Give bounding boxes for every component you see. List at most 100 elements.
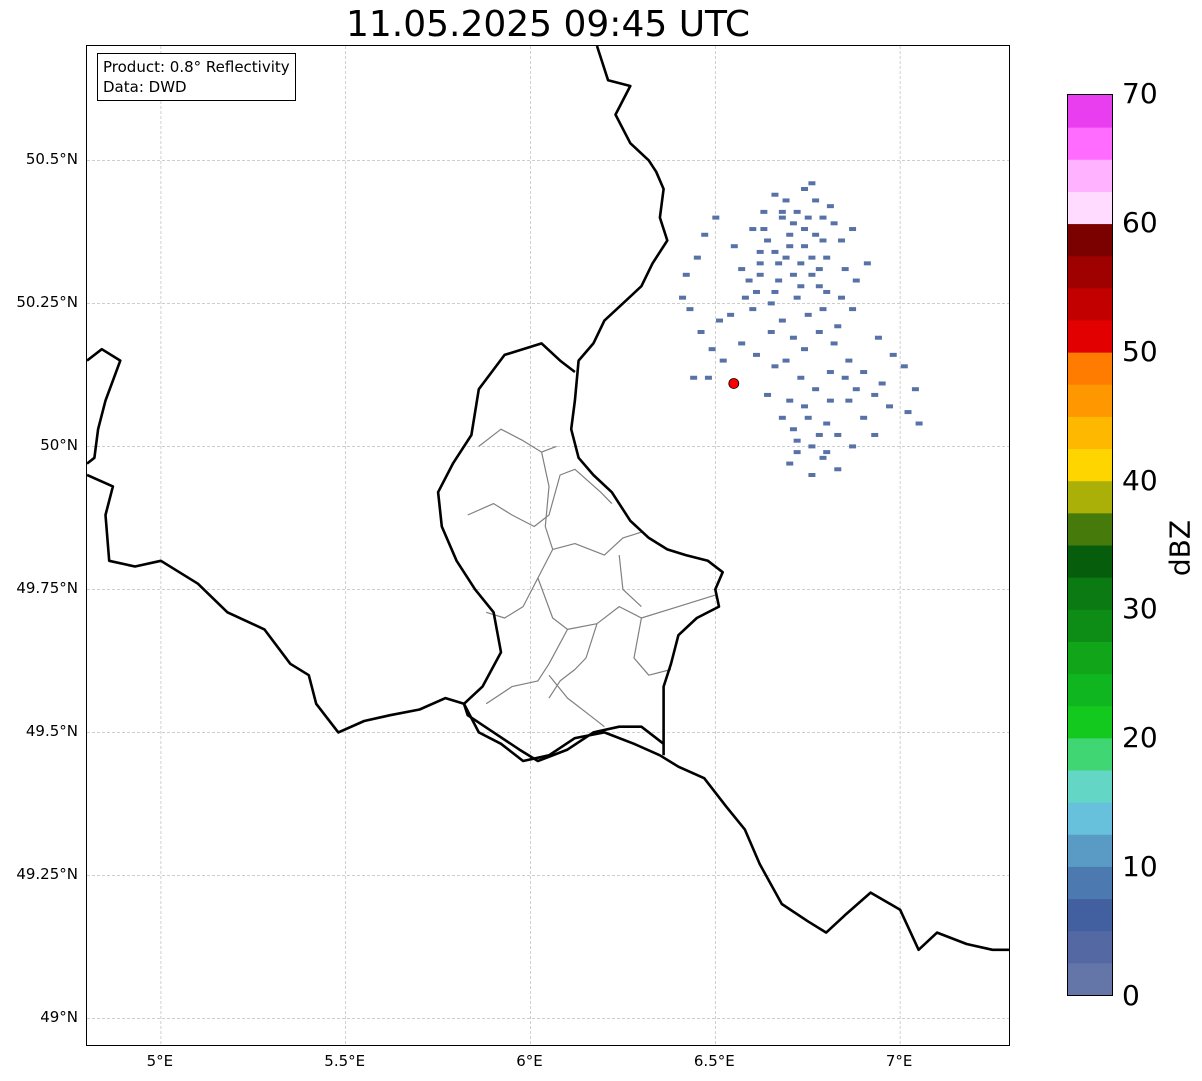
radar-echo	[760, 227, 768, 232]
data-source-label: Data: DWD	[103, 78, 187, 96]
radar-echo	[834, 467, 842, 472]
national-border	[569, 46, 725, 756]
radar-echo	[797, 261, 805, 266]
lon-tick-label: 5°E	[146, 1052, 174, 1070]
radar-echo	[915, 421, 923, 426]
radar-echo	[767, 330, 775, 334]
regional-border	[548, 623, 598, 699]
colorbar-swatch	[1068, 802, 1112, 835]
radar-echo	[826, 370, 834, 375]
radar-echo	[845, 398, 853, 403]
radar-echo	[815, 267, 823, 272]
radar-echo	[852, 278, 860, 283]
regional-border	[478, 428, 557, 453]
colorbar-swatch	[1068, 416, 1112, 450]
radar-echo	[886, 404, 894, 409]
radar-echo	[808, 444, 816, 449]
radar-echo	[834, 324, 842, 329]
national-border	[87, 347, 122, 465]
regional-border	[618, 555, 642, 608]
radar-echo	[789, 221, 797, 226]
lat-tick-label: 49.75°N	[16, 579, 78, 598]
radar-echo	[900, 364, 908, 369]
radar-echo	[904, 410, 912, 415]
colorbar-tick-label: 40	[1122, 463, 1158, 497]
radar-echo	[764, 238, 772, 243]
radar-echo	[804, 415, 812, 420]
colorbar-swatch	[1068, 866, 1112, 900]
radar-echo	[871, 392, 879, 397]
radar-echo	[778, 215, 786, 220]
radar-echo	[786, 398, 794, 403]
lon-tick-label: 6°E	[516, 1052, 543, 1070]
radar-echo	[756, 249, 764, 254]
radar-echo	[826, 204, 834, 209]
radar-echo	[793, 438, 801, 443]
radar-echo	[830, 221, 838, 226]
radar-echo	[812, 232, 820, 237]
regional-border	[541, 451, 642, 556]
radar-map[interactable]	[86, 45, 1010, 1046]
radar-echo	[823, 421, 831, 426]
radar-echo	[693, 255, 701, 260]
colorbar-swatch	[1068, 320, 1112, 353]
lat-tick-label: 50.5°N	[25, 150, 78, 169]
radar-echo	[823, 289, 831, 294]
colorbar-swatch	[1068, 159, 1112, 192]
radar-echo	[826, 398, 834, 403]
radar-echo	[801, 404, 809, 409]
radar-echo	[771, 192, 779, 197]
radar-echo	[801, 347, 809, 352]
colorbar-swatch	[1068, 705, 1112, 739]
radar-echo	[812, 198, 820, 203]
lon-tick-label: 6.5°E	[693, 1052, 735, 1070]
radar-echo	[793, 209, 801, 214]
radar-echo	[782, 358, 790, 363]
radar-echo	[889, 352, 897, 357]
radar-echo	[845, 358, 853, 363]
radar-echo	[697, 330, 705, 334]
radar-echo	[786, 232, 794, 237]
radar-echo	[789, 272, 797, 277]
lat-tick-label: 50.25°N	[16, 293, 78, 312]
colorbar-tick-label: 70	[1122, 77, 1158, 110]
radar-echo	[704, 375, 712, 380]
lon-tick-label: 5.5°E	[324, 1052, 366, 1070]
radar-echo	[797, 284, 805, 289]
product-info-box: Product: 0.8° Reflectivity Data: DWD	[97, 53, 296, 101]
colorbar-swatch	[1068, 480, 1112, 514]
radar-echo	[849, 227, 857, 232]
radar-echo	[686, 307, 694, 312]
map-canvas	[87, 46, 1009, 1045]
colorbar-swatch	[1068, 127, 1112, 160]
colorbar-tick-label: 20	[1122, 721, 1158, 755]
radar-echo	[756, 272, 764, 277]
colorbar-swatch	[1068, 641, 1112, 675]
radar-echo	[819, 215, 827, 220]
radar-echo	[823, 450, 831, 455]
lat-tick-label: 50°N	[40, 436, 78, 455]
radar-echo	[789, 335, 797, 340]
radar-echo	[797, 375, 805, 380]
regional-border	[633, 617, 672, 676]
colorbar-swatch	[1068, 737, 1112, 771]
colorbar-swatch	[1068, 962, 1112, 995]
colorbar-tick-label: 50	[1122, 334, 1158, 368]
radar-echo	[760, 209, 768, 214]
radar-echo	[911, 387, 919, 392]
radar-echo	[749, 307, 757, 312]
radar-echo	[793, 295, 801, 300]
radar-echo	[834, 432, 842, 437]
radar-echo	[701, 232, 709, 237]
colorbar-swatches	[1068, 95, 1112, 995]
colorbar-swatch	[1068, 448, 1112, 482]
colorbar-swatch	[1068, 545, 1112, 578]
radar-echo	[789, 427, 797, 432]
colorbar-swatch	[1068, 930, 1112, 964]
map-title: 11.05.2025 09:45 UTC	[345, 4, 751, 45]
colorbar-swatch	[1068, 834, 1112, 867]
regional-border	[537, 577, 716, 631]
colorbar-swatch	[1068, 352, 1112, 385]
radar-echo	[775, 261, 783, 266]
radar-echo	[782, 255, 790, 260]
